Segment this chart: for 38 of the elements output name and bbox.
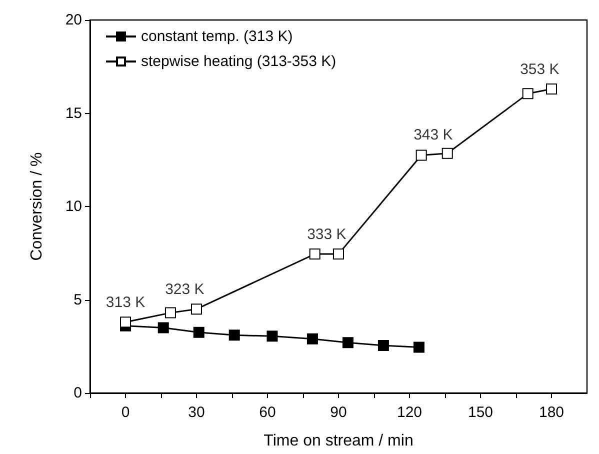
x-axis-title: Time on stream / min [264, 432, 414, 450]
annotation: 313 K [106, 294, 146, 312]
point [120, 316, 131, 328]
x-tick-label: 60 [259, 404, 276, 421]
y-axis-title: Conversion / % [28, 152, 46, 261]
y-tick-label: 0 [74, 384, 82, 402]
point [164, 307, 176, 318]
point [442, 148, 453, 159]
x-tick-label: 180 [538, 404, 564, 421]
point [333, 248, 344, 260]
point [522, 88, 534, 100]
legend-label: constant temp. (313 K) [141, 28, 293, 45]
point [342, 337, 354, 348]
annotation: 333 K [307, 226, 346, 244]
point [546, 84, 557, 95]
x-tick-label: 120 [396, 404, 422, 421]
x-tick-label: 30 [188, 404, 205, 421]
x-tick-label: 90 [330, 404, 347, 421]
x-tick-label: 150 [468, 404, 494, 421]
point [309, 248, 320, 260]
annotation: 323 K [165, 281, 204, 298]
x-tick-label: 0 [121, 404, 130, 421]
y-tick-label: 5 [74, 291, 82, 308]
point [306, 333, 318, 344]
point [158, 322, 169, 334]
point [191, 304, 202, 315]
annotation: 353 K [520, 61, 560, 78]
annotation: 343 K [414, 126, 453, 144]
point [416, 150, 427, 161]
point [228, 330, 240, 341]
legend-label: stepwise heating (313-353 K) [141, 53, 336, 70]
y-tick-label: 15 [65, 104, 82, 122]
y-tick-label: 20 [65, 12, 82, 28]
point [378, 340, 389, 351]
y-tick-label: 10 [65, 198, 82, 215]
point [413, 342, 424, 353]
point [266, 330, 278, 342]
point [193, 326, 204, 338]
